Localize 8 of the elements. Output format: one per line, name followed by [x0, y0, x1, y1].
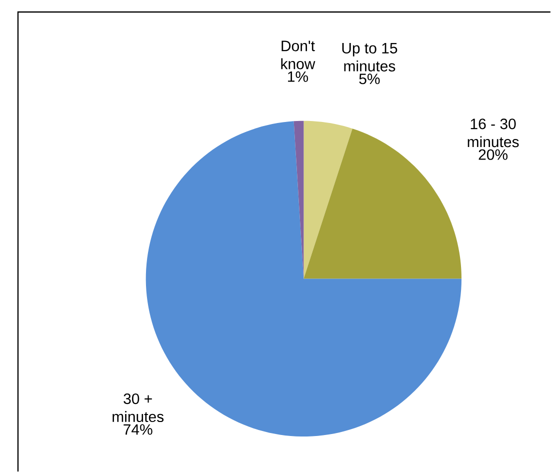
slice-label: Don't know [281, 40, 316, 70]
data-label: 74% [124, 424, 152, 435]
slice-label: Up to 15 minutes [342, 42, 398, 72]
slice-label: 16 - 30 minutes [468, 118, 519, 148]
data-label: 5% [359, 74, 380, 84]
data-label: 20% [478, 149, 508, 160]
slice-label: 30 + minutes [112, 393, 164, 422]
data-label: 1% [288, 71, 308, 82]
